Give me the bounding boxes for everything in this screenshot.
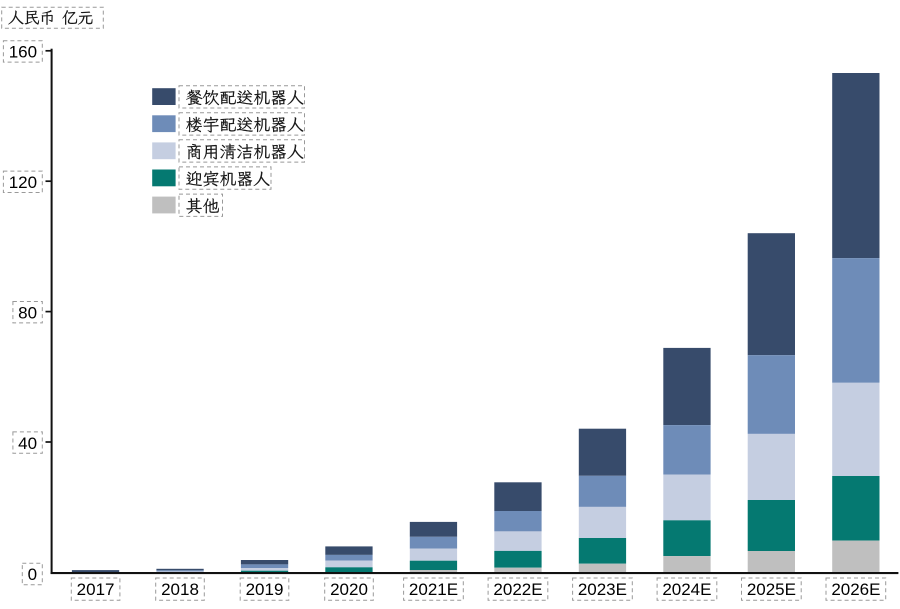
svg-text:120: 120: [9, 173, 37, 192]
svg-text:40: 40: [18, 434, 37, 453]
svg-text:2017: 2017: [77, 580, 115, 599]
svg-text:2023E: 2023E: [578, 580, 627, 599]
svg-text:2020: 2020: [330, 580, 368, 599]
svg-text:2021E: 2021E: [409, 580, 458, 599]
svg-text:2018: 2018: [161, 580, 199, 599]
svg-text:2024E: 2024E: [662, 580, 711, 599]
svg-text:2022E: 2022E: [493, 580, 542, 599]
svg-text:2026E: 2026E: [831, 580, 880, 599]
svg-text:2025E: 2025E: [747, 580, 796, 599]
svg-text:80: 80: [18, 303, 37, 322]
svg-text:160: 160: [9, 43, 37, 62]
svg-text:2019: 2019: [246, 580, 284, 599]
svg-text:0: 0: [28, 565, 37, 584]
